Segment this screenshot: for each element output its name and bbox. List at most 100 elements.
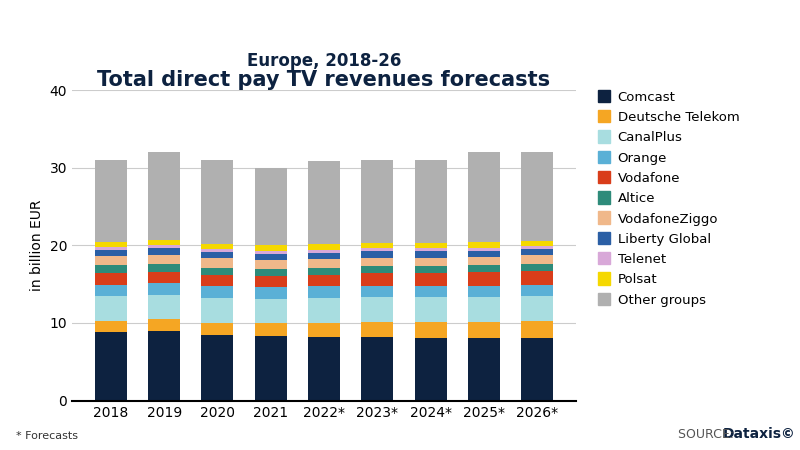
Bar [414, 160, 446, 243]
Bar [414, 286, 446, 297]
Bar [308, 162, 340, 244]
Bar [254, 168, 286, 245]
Bar [468, 322, 500, 338]
Bar [95, 273, 127, 285]
Bar [148, 255, 180, 264]
Bar [308, 275, 340, 286]
Bar [362, 243, 394, 248]
Bar [521, 246, 553, 249]
Bar [202, 268, 234, 275]
Bar [521, 249, 553, 255]
Bar [202, 275, 234, 286]
Bar [148, 264, 180, 272]
Bar [414, 248, 446, 252]
Bar [254, 254, 286, 260]
Bar [521, 297, 553, 321]
Bar [254, 336, 286, 400]
Bar [414, 322, 446, 338]
Bar [308, 286, 340, 298]
Bar [468, 338, 500, 400]
Bar [148, 295, 180, 319]
Bar [308, 323, 340, 337]
Bar [95, 250, 127, 256]
Bar [202, 323, 234, 334]
Bar [362, 337, 394, 400]
Bar [148, 248, 180, 255]
Bar [362, 297, 394, 322]
Bar [254, 299, 286, 323]
Bar [414, 338, 446, 400]
Bar [468, 242, 500, 248]
Bar [202, 334, 234, 400]
Bar [202, 160, 234, 244]
Bar [254, 260, 286, 269]
Bar [148, 245, 180, 248]
Bar [521, 285, 553, 297]
Bar [308, 298, 340, 323]
Bar [202, 298, 234, 323]
Text: SOURCE:: SOURCE: [678, 428, 738, 441]
Bar [254, 287, 286, 299]
Bar [521, 271, 553, 285]
Bar [362, 273, 394, 286]
Bar [521, 338, 553, 400]
Bar [148, 272, 180, 284]
Title: Total direct pay TV revenues forecasts: Total direct pay TV revenues forecasts [98, 70, 550, 90]
Bar [308, 250, 340, 253]
Bar [308, 253, 340, 259]
Bar [95, 160, 127, 242]
Bar [362, 258, 394, 266]
Bar [148, 319, 180, 331]
Legend: Comcast, Deutsche Telekom, CanalPlus, Orange, Vodafone, Altice, VodafoneZiggo, L: Comcast, Deutsche Telekom, CanalPlus, Or… [598, 90, 739, 306]
Text: Europe, 2018-26: Europe, 2018-26 [247, 52, 401, 70]
Bar [414, 243, 446, 248]
Bar [521, 321, 553, 338]
Bar [202, 286, 234, 298]
Bar [521, 255, 553, 264]
Bar [308, 268, 340, 275]
Bar [521, 264, 553, 271]
Bar [468, 286, 500, 297]
Bar [95, 321, 127, 332]
Bar [254, 269, 286, 275]
Bar [95, 285, 127, 297]
Bar [468, 297, 500, 322]
Bar [148, 284, 180, 295]
Bar [414, 297, 446, 322]
Bar [468, 248, 500, 251]
Bar [148, 240, 180, 245]
Bar [521, 152, 553, 241]
Bar [254, 275, 286, 287]
Bar [95, 242, 127, 247]
Bar [148, 152, 180, 240]
Bar [308, 337, 340, 400]
Bar [254, 251, 286, 254]
Bar [414, 266, 446, 273]
Bar [202, 249, 234, 252]
Bar [414, 252, 446, 258]
Y-axis label: in billion EUR: in billion EUR [30, 199, 44, 291]
Bar [148, 331, 180, 400]
Bar [468, 266, 500, 272]
Bar [362, 252, 394, 258]
Bar [362, 322, 394, 337]
Bar [95, 247, 127, 250]
Bar [468, 251, 500, 257]
Bar [95, 256, 127, 265]
Bar [308, 259, 340, 268]
Bar [95, 332, 127, 400]
Bar [202, 258, 234, 268]
Text: Dataxis©: Dataxis© [723, 427, 796, 441]
Bar [521, 241, 553, 246]
Bar [362, 266, 394, 273]
Bar [414, 273, 446, 286]
Bar [95, 297, 127, 321]
Bar [414, 258, 446, 266]
Bar [468, 272, 500, 286]
Bar [202, 244, 234, 249]
Bar [362, 286, 394, 297]
Bar [308, 244, 340, 250]
Text: * Forecasts: * Forecasts [16, 431, 78, 441]
Bar [254, 245, 286, 251]
Bar [254, 323, 286, 336]
